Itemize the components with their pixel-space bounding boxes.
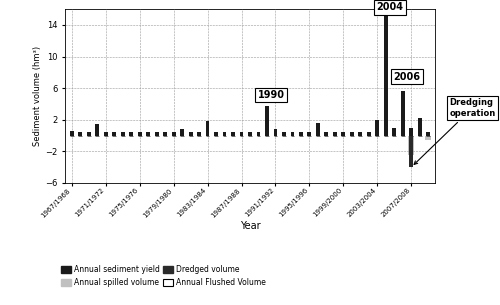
Text: 1990: 1990 xyxy=(258,90,284,100)
Bar xyxy=(214,132,218,136)
Legend: Annual sediment yield, Annual spilled volume, Dredged volume, Annual Flushed Vol: Annual sediment yield, Annual spilled vo… xyxy=(62,265,266,287)
Bar xyxy=(146,132,150,136)
Bar xyxy=(410,128,413,136)
Bar xyxy=(96,124,99,136)
Bar xyxy=(308,132,312,136)
Bar xyxy=(231,132,235,136)
Text: 2006: 2006 xyxy=(394,72,420,82)
Bar xyxy=(282,132,286,136)
Bar xyxy=(333,132,337,136)
Bar xyxy=(426,136,431,140)
Bar xyxy=(206,120,210,136)
Bar xyxy=(154,132,158,136)
Bar xyxy=(290,132,294,136)
Bar xyxy=(265,106,269,136)
Bar xyxy=(376,120,379,136)
Bar xyxy=(358,132,362,136)
Bar xyxy=(87,132,90,136)
Bar xyxy=(426,132,430,136)
Bar xyxy=(410,136,413,167)
Bar xyxy=(384,13,388,136)
Bar xyxy=(70,131,73,136)
Bar xyxy=(408,136,414,155)
Bar xyxy=(130,132,133,136)
Bar xyxy=(401,91,404,136)
Bar xyxy=(222,132,226,136)
Bar xyxy=(163,132,167,136)
Bar xyxy=(104,132,108,136)
Bar xyxy=(188,132,192,136)
Bar xyxy=(350,132,354,136)
Bar xyxy=(299,132,303,136)
Bar xyxy=(78,132,82,136)
Bar xyxy=(274,129,278,136)
X-axis label: Year: Year xyxy=(240,221,260,231)
Bar xyxy=(342,132,345,136)
Text: Dredging
operation: Dredging operation xyxy=(414,98,496,164)
Bar xyxy=(112,132,116,136)
Y-axis label: Sediment volume (hm³): Sediment volume (hm³) xyxy=(33,46,42,146)
Bar xyxy=(121,132,124,136)
Bar xyxy=(138,132,141,136)
Bar xyxy=(180,129,184,136)
Bar xyxy=(418,118,422,136)
Bar xyxy=(240,132,244,136)
Bar xyxy=(248,132,252,136)
Bar xyxy=(256,132,260,136)
Bar xyxy=(392,128,396,136)
Bar xyxy=(172,132,175,136)
Bar xyxy=(316,123,320,136)
Bar xyxy=(197,132,201,136)
Text: 2004: 2004 xyxy=(376,2,404,12)
Bar xyxy=(324,132,328,136)
Bar xyxy=(367,132,370,136)
